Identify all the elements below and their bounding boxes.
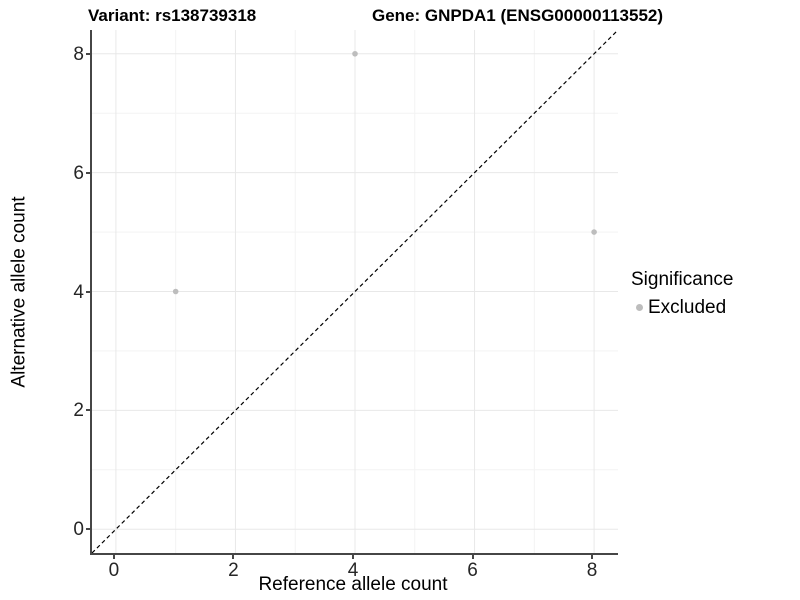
chart-area xyxy=(92,30,618,553)
x-tick-label: 2 xyxy=(228,560,239,581)
x-tick-mark xyxy=(591,555,594,559)
legend-entry-label: Excluded xyxy=(648,296,727,318)
x-tick-label: 0 xyxy=(108,560,120,581)
y-tick-label: 4 xyxy=(73,281,84,303)
y-axis-title: Alternative allele count xyxy=(9,195,31,388)
x-tick-mark xyxy=(112,555,115,559)
y-tick-label: 6 xyxy=(73,162,84,184)
plot-panel xyxy=(90,30,618,555)
x-tick-label: 4 xyxy=(347,560,359,581)
y-tick-label: 8 xyxy=(73,43,84,65)
data-point xyxy=(352,50,358,57)
identity-line xyxy=(92,30,618,553)
legend-entry: Excluded xyxy=(631,296,733,320)
x-tick-mark xyxy=(471,555,474,559)
y-tick-label: 2 xyxy=(73,400,84,422)
plot-title-variant: Variant: rs138739318 xyxy=(88,6,257,25)
x-tick-label: 6 xyxy=(467,560,478,581)
y-tick-mark xyxy=(86,171,90,174)
y-axis-title-box: Alternative allele count xyxy=(9,30,31,553)
x-tick-label: 8 xyxy=(586,560,598,581)
y-tick-mark xyxy=(86,528,90,531)
y-tick-mark xyxy=(86,52,90,55)
data-point xyxy=(172,288,179,295)
y-tick-label: 0 xyxy=(73,519,84,541)
y-tick-mark xyxy=(86,409,90,412)
x-tick-mark xyxy=(232,555,235,559)
legend-title: Significance xyxy=(631,269,734,290)
plot-title-gene: Gene: GNPDA1 (ENSG00000113552) xyxy=(372,6,664,25)
data-point xyxy=(591,229,597,235)
y-tick-mark xyxy=(86,290,90,293)
x-axis-title: Reference allele count xyxy=(258,574,448,595)
x-tick-mark xyxy=(352,555,354,559)
legend: Significance Excluded xyxy=(631,268,733,320)
legend-key-dot-icon xyxy=(636,304,643,312)
